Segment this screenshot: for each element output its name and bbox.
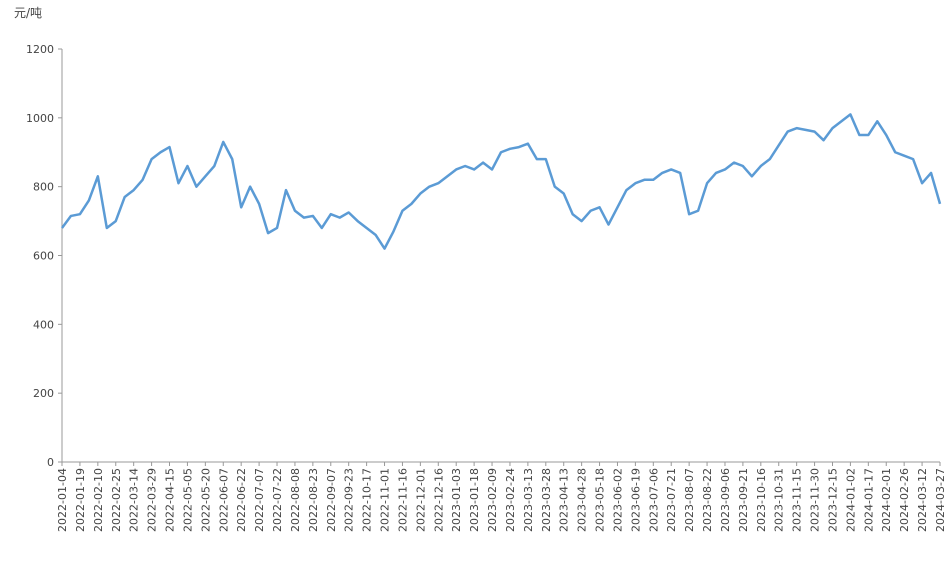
x-tick-label: 2023-10-31 [773,468,786,532]
x-tick-label: 2023-12-15 [826,468,839,532]
x-tick-label: 2023-03-28 [540,468,553,532]
x-tick-label: 2022-06-22 [235,468,248,532]
y-tick-label: 400 [33,318,54,331]
x-tick-label: 2022-09-23 [343,468,356,532]
x-tick-label: 2022-07-22 [271,468,284,532]
x-tick-label: 2023-01-18 [468,468,481,532]
y-tick-label: 800 [33,181,54,194]
x-tick-label: 2023-08-22 [701,468,714,532]
x-tick-label: 2023-08-07 [683,468,696,532]
x-tick-label: 2023-09-06 [719,468,732,532]
x-tick-label: 2023-11-15 [791,468,804,532]
x-tick-label: 2022-08-08 [289,468,302,532]
x-tick-label: 2023-06-02 [611,468,624,532]
x-tick-label: 2023-09-21 [737,468,750,532]
x-tick-label: 2022-11-16 [396,468,409,532]
x-tick-label: 2023-04-28 [576,468,589,532]
x-tick-label: 2022-03-29 [146,468,159,532]
x-tick-label: 2022-10-17 [361,468,374,532]
x-tick-label: 2023-05-18 [594,468,607,532]
x-tick-label: 2023-03-13 [522,468,535,532]
y-axis-label: 元/吨 [14,6,42,20]
x-tick-label: 2023-07-21 [665,468,678,532]
y-tick-label: 1000 [26,112,54,125]
y-tick-label: 1200 [26,43,54,56]
x-tick-label: 2022-05-20 [199,468,212,532]
x-tick-label: 2022-07-07 [253,468,266,532]
x-tick-label: 2022-05-05 [181,468,194,532]
x-tick-label: 2022-11-01 [379,468,392,532]
x-tick-label: 2023-10-16 [755,468,768,532]
x-tick-label: 2023-07-06 [647,468,660,532]
x-tick-label: 2023-02-09 [486,468,499,532]
x-tick-label: 2022-06-07 [217,468,230,532]
y-tick-label: 200 [33,387,54,400]
x-tick-label: 2023-01-03 [450,468,463,532]
x-tick-label: 2024-03-27 [934,468,946,532]
x-tick-label: 2023-02-24 [504,468,517,532]
x-tick-label: 2024-02-01 [880,468,893,532]
x-tick-label: 2023-04-13 [558,468,571,532]
x-tick-label: 2022-01-04 [56,468,69,532]
x-tick-label: 2024-03-12 [916,468,929,532]
x-tick-label: 2022-03-14 [128,468,141,532]
x-tick-label: 2022-04-15 [164,468,177,532]
y-tick-label: 0 [47,456,54,469]
x-tick-label: 2023-06-19 [629,468,642,532]
x-tick-label: 2022-12-16 [432,468,445,532]
y-tick-label: 600 [33,250,54,263]
x-tick-label: 2022-12-01 [414,468,427,532]
x-tick-label: 2024-02-26 [898,468,911,532]
x-tick-label: 2023-11-30 [809,468,822,532]
x-tick-label: 2022-02-10 [92,468,105,532]
x-tick-label: 2022-02-25 [110,468,123,532]
x-tick-label: 2024-01-02 [844,468,857,532]
line [60,113,942,250]
x-tick-label: 2022-09-07 [325,468,338,532]
x-tick-label: 2024-01-17 [862,468,875,532]
x-tick-label: 2022-01-19 [74,468,87,532]
x-tick-label: 2022-08-23 [307,468,320,532]
